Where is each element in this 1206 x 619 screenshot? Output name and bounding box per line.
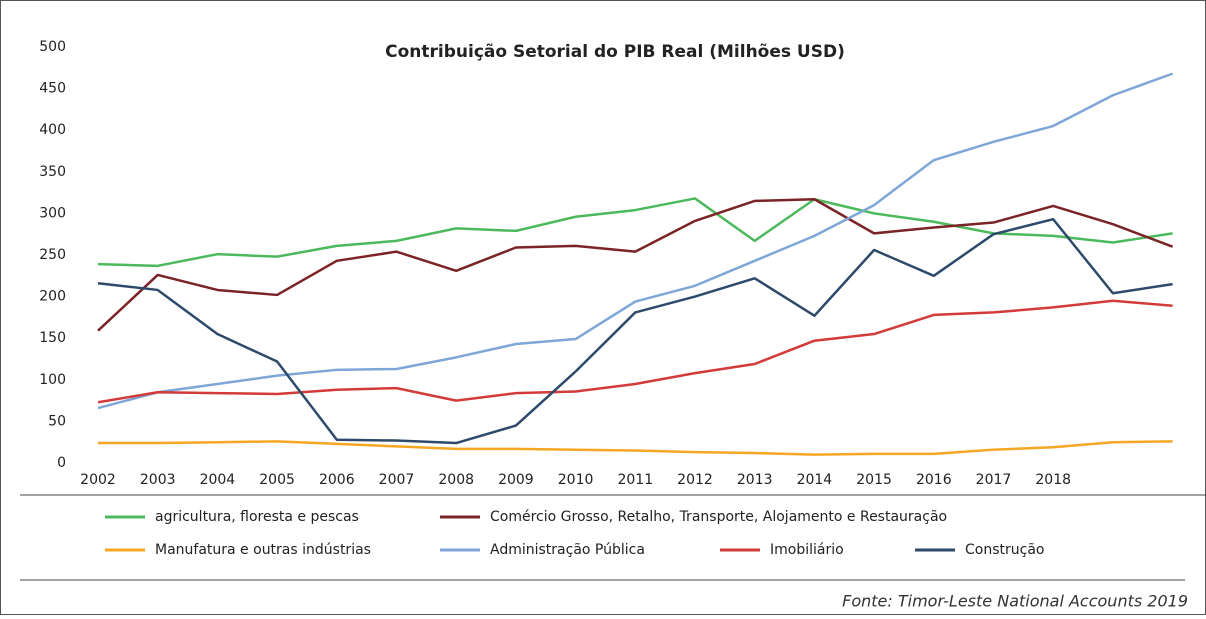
legend-label: Imobiliário [770, 542, 844, 558]
series-line [97, 299, 1173, 404]
x-tick-label: 2018 [1035, 472, 1071, 488]
x-tick-label: 2005 [259, 472, 295, 488]
y-tick-label: 350 [39, 164, 66, 180]
x-tick-label: 2013 [737, 472, 773, 488]
y-tick-label: 100 [39, 372, 66, 388]
x-tick-label: 2014 [797, 472, 833, 488]
y-tick-label: 500 [39, 39, 66, 55]
y-tick-label: 50 [48, 413, 66, 429]
x-tick-label: 2006 [319, 472, 355, 488]
series-line [97, 198, 1174, 332]
y-tick-label: 200 [39, 289, 66, 305]
x-tick-label: 2003 [140, 472, 176, 488]
x-tick-label: 2004 [200, 472, 236, 488]
series-line [97, 217, 1173, 445]
x-tick-label: 2015 [856, 472, 892, 488]
y-tick-label: 400 [39, 122, 66, 138]
chart-title: Contribuição Setorial do PIB Real (Milhõ… [385, 42, 845, 62]
x-tick-label: 2017 [976, 472, 1012, 488]
y-tick-label: 0 [57, 455, 66, 471]
x-tick-label: 2002 [80, 472, 116, 488]
series-line [98, 440, 1173, 456]
y-tick-label: 450 [39, 81, 66, 97]
x-tick-label: 2016 [916, 472, 952, 488]
legend-label: Comércio Grosso, Retalho, Transporte, Al… [490, 509, 947, 525]
legend-label: Administração Pública [490, 542, 645, 558]
series-line [97, 197, 1173, 268]
y-tick-label: 250 [39, 247, 66, 263]
x-tick-label: 2012 [677, 472, 713, 488]
legend-label: Construção [965, 542, 1044, 558]
source: Fonte: Timor-Leste National Accounts 201… [842, 592, 1188, 611]
series-line [97, 72, 1174, 410]
legend-label: Manufatura e outras indústrias [155, 542, 371, 558]
x-tick-label: 2011 [617, 472, 653, 488]
x-tick-label: 2010 [558, 472, 594, 488]
legend-label: agricultura, floresta e pescas [155, 509, 359, 525]
x-tick-label: 2008 [438, 472, 474, 488]
y-tick-label: 300 [39, 205, 66, 221]
x-tick-label: 2007 [379, 472, 415, 488]
x-tick-label: 2009 [498, 472, 534, 488]
y-tick-label: 150 [39, 330, 66, 346]
